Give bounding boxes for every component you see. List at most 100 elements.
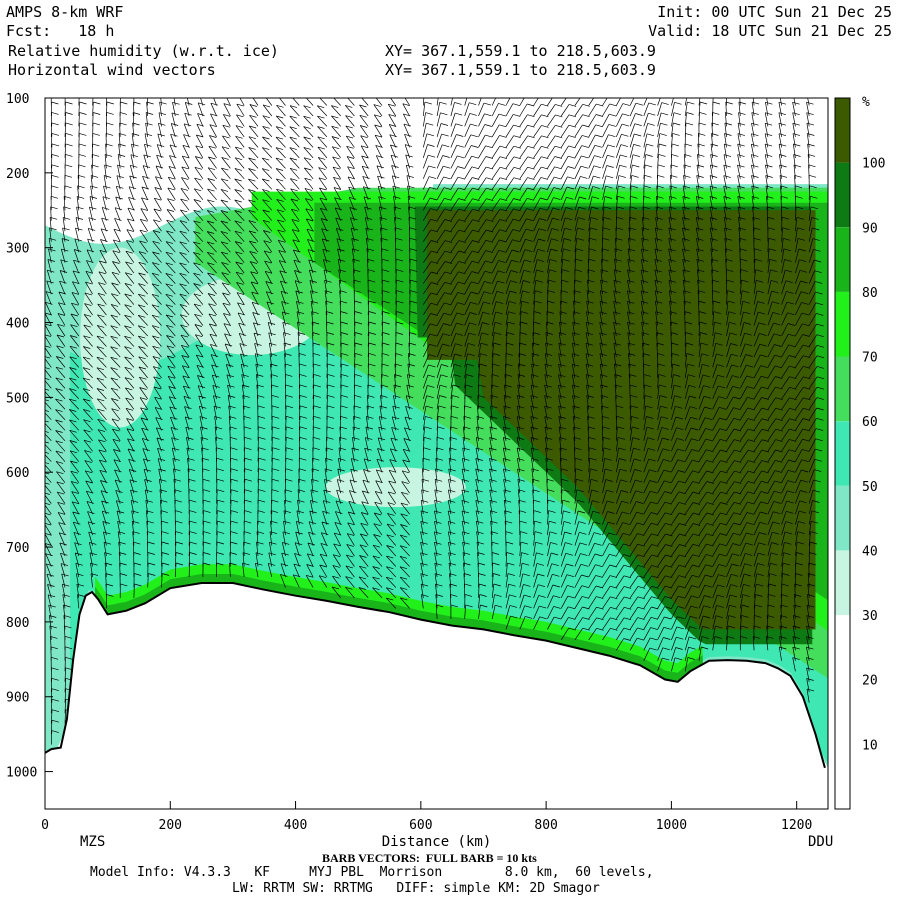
wind-barb xyxy=(359,555,369,567)
wind-barb xyxy=(463,562,466,578)
wind-barb-flag xyxy=(618,447,626,451)
wind-barb-flag xyxy=(395,353,403,356)
wind-barb-flag xyxy=(583,94,590,96)
wind-barb-flag xyxy=(78,154,86,157)
wind-barb-flag xyxy=(536,269,544,273)
wind-barb-flag xyxy=(220,220,228,224)
wind-barb xyxy=(59,542,66,557)
wind-barb-flag xyxy=(368,290,376,293)
wind-barb-flag xyxy=(720,460,728,463)
wind-barb xyxy=(726,386,733,400)
wind-barb-flag xyxy=(555,114,563,118)
wind-barbs-layer xyxy=(45,94,825,745)
wind-barb xyxy=(292,249,300,263)
wind-barb-flag xyxy=(448,531,456,535)
wind-barb xyxy=(45,302,52,316)
wind-barb-flag xyxy=(312,321,320,325)
wind-barb-flag xyxy=(457,166,465,169)
wind-barb-flag xyxy=(436,436,445,440)
wind-barb-flag xyxy=(130,164,138,168)
wind-barb-flag xyxy=(296,510,304,514)
wind-barb-flag xyxy=(532,342,540,346)
wind-barb-flag xyxy=(113,239,121,243)
wind-barb-flag xyxy=(676,626,684,630)
wind-barb xyxy=(726,512,735,525)
wind-barb xyxy=(627,248,631,263)
wind-barb-flag xyxy=(152,251,160,255)
wind-barb-flag xyxy=(522,290,530,294)
wind-barb xyxy=(448,479,452,494)
wind-barb xyxy=(519,114,528,127)
wind-barb-flag xyxy=(250,261,258,264)
wind-barb xyxy=(602,468,606,483)
wind-barb xyxy=(262,136,273,148)
wind-barb xyxy=(298,405,301,420)
wind-barb xyxy=(50,133,53,148)
wind-barb-flag xyxy=(577,499,585,503)
wind-barb xyxy=(505,239,513,253)
wind-barb-flag xyxy=(699,321,707,325)
wind-barb xyxy=(222,114,231,127)
wind-barb xyxy=(435,604,438,619)
wind-barb-flag xyxy=(599,300,608,304)
wind-barb xyxy=(63,206,66,221)
wind-barb-flag xyxy=(651,606,659,610)
wind-barb xyxy=(138,366,148,379)
wind-barb xyxy=(167,198,176,211)
wind-barb xyxy=(462,437,466,452)
wind-barb-flag xyxy=(443,187,452,190)
wind-barb-flag xyxy=(91,175,99,178)
wind-barb-flag xyxy=(562,499,570,503)
wind-barb-flag xyxy=(572,363,580,367)
wind-barb-flag xyxy=(527,103,535,107)
wind-barb-flag xyxy=(486,187,494,191)
wind-barb-flag xyxy=(670,164,678,168)
wind-barb-flag xyxy=(710,227,718,231)
wind-barb-flag xyxy=(185,102,193,105)
wind-barb-flag xyxy=(574,447,582,451)
wind-barb xyxy=(671,363,673,378)
wind-barb xyxy=(698,353,702,368)
wind-barb xyxy=(519,103,528,117)
wind-barb xyxy=(423,219,431,232)
wind-barb-flag xyxy=(194,303,202,307)
wind-barb xyxy=(307,239,314,253)
wind-barb xyxy=(450,395,453,410)
wind-barb-flag xyxy=(182,155,190,159)
wind-barb-flag xyxy=(673,122,681,126)
wind-barb xyxy=(366,248,369,263)
wind-barb xyxy=(234,178,245,190)
wind-barb-flag xyxy=(235,135,243,139)
wind-barb xyxy=(346,533,355,546)
wind-barb xyxy=(560,114,570,127)
wind-barb-flag xyxy=(225,343,233,347)
wind-barb-flag xyxy=(124,346,132,349)
wind-barb-flag xyxy=(623,543,631,547)
wind-barb-flag xyxy=(51,101,59,105)
wind-barb xyxy=(96,377,107,389)
wind-barb-flag xyxy=(361,501,369,505)
wind-barb-flag xyxy=(381,363,389,367)
wind-barb-flag xyxy=(410,290,418,293)
wind-barb-flag xyxy=(89,206,97,210)
wind-barb-flag xyxy=(258,489,266,492)
wind-barb-flag xyxy=(380,395,388,398)
wind-barb-flag xyxy=(291,208,299,212)
wind-barb-flag xyxy=(486,208,494,212)
wind-barb xyxy=(352,437,355,452)
wind-barb xyxy=(547,259,551,274)
wind-barb-flag xyxy=(79,122,87,126)
wind-barb-flag xyxy=(175,510,183,513)
wind-barb xyxy=(195,145,204,159)
wind-barb-flag xyxy=(372,555,380,559)
wind-barb-flag xyxy=(395,258,404,262)
wind-barb-flag xyxy=(648,448,656,451)
wind-barb-flag xyxy=(111,398,119,401)
wind-barb-flag xyxy=(236,292,245,295)
wind-barb-flag xyxy=(322,510,330,514)
wind-barb xyxy=(334,197,342,211)
wind-barb-flag xyxy=(381,248,389,252)
wind-barb xyxy=(478,145,486,159)
wind-barb-flag xyxy=(132,520,140,524)
wind-barb xyxy=(726,407,734,420)
